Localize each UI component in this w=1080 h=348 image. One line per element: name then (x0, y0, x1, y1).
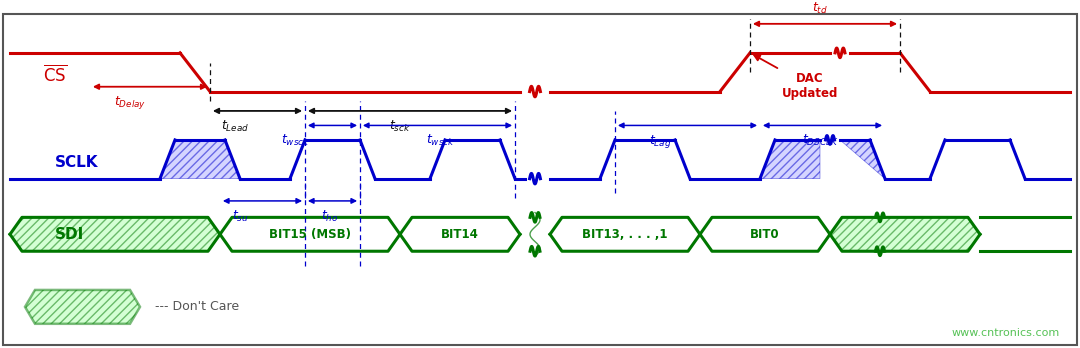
Polygon shape (831, 218, 980, 251)
Text: --- Don't Care: --- Don't Care (156, 300, 239, 313)
Text: DAC
Updated: DAC Updated (754, 55, 838, 100)
Text: $t_{ho}$: $t_{ho}$ (322, 209, 339, 224)
Text: $t_{su}$: $t_{su}$ (232, 209, 248, 224)
Text: $t_{sck}$: $t_{sck}$ (389, 119, 410, 134)
Text: $t_{DSCLK}$: $t_{DSCLK}$ (801, 133, 838, 148)
Polygon shape (160, 140, 240, 179)
Text: $t_{Delay}$: $t_{Delay}$ (114, 94, 146, 111)
Text: BIT0: BIT0 (751, 228, 780, 241)
Text: SCLK: SCLK (55, 155, 98, 170)
Text: BIT13, . . . ,1: BIT13, . . . ,1 (582, 228, 667, 241)
Text: $t_{wsck}$: $t_{wsck}$ (281, 133, 309, 148)
Text: www.cntronics.com: www.cntronics.com (951, 328, 1059, 338)
Text: BIT14: BIT14 (441, 228, 478, 241)
Text: $t_{wsck}$: $t_{wsck}$ (426, 133, 455, 148)
Text: $t_{Lead}$: $t_{Lead}$ (221, 119, 249, 134)
Text: SDI: SDI (55, 227, 84, 242)
Polygon shape (760, 140, 820, 179)
Text: $t_{Lag}$: $t_{Lag}$ (649, 133, 671, 150)
Polygon shape (10, 218, 220, 251)
Text: $\overline{\mathsf{CS}}$: $\overline{\mathsf{CS}}$ (43, 64, 67, 85)
Text: $t_{td}$: $t_{td}$ (812, 1, 828, 16)
Polygon shape (25, 290, 140, 324)
Polygon shape (840, 140, 885, 179)
Text: BIT15 (MSB): BIT15 (MSB) (269, 228, 351, 241)
